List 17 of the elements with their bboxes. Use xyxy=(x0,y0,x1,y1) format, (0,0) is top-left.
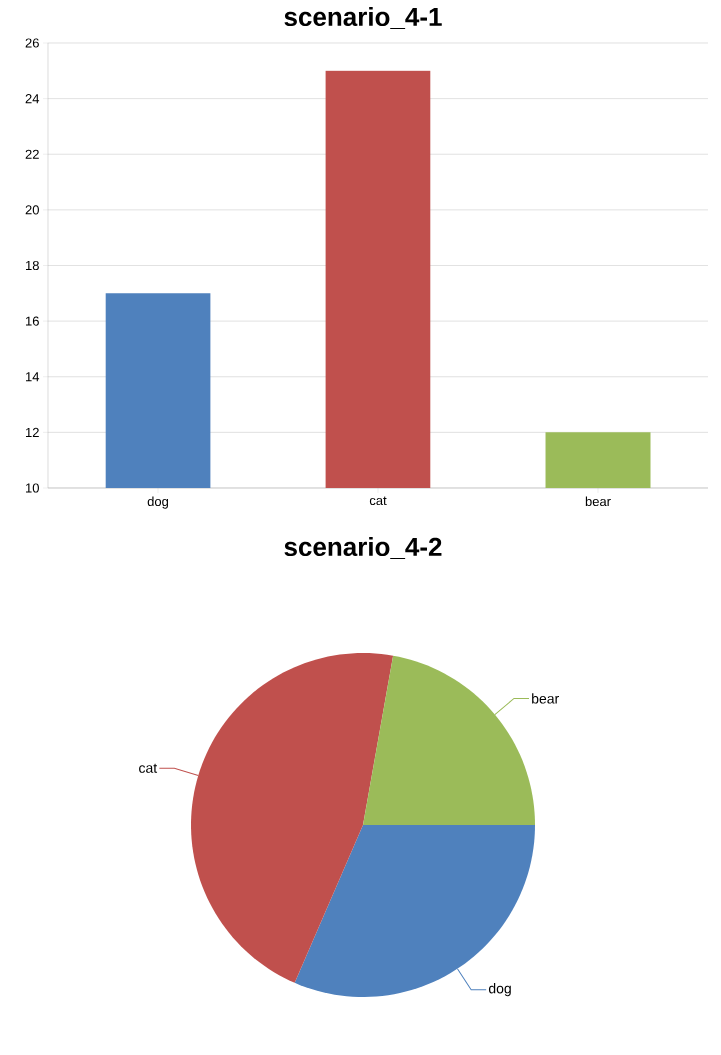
slice-label: bear xyxy=(532,693,559,704)
slice-label: dog xyxy=(488,983,511,997)
chart-title: scenario_4-1 xyxy=(284,6,442,29)
y-tick-label: 26 xyxy=(25,38,39,48)
y-tick-label: 10 xyxy=(25,483,39,493)
y-tick-label: 20 xyxy=(25,205,39,215)
y-tick-label: 22 xyxy=(25,149,39,159)
y-tick-label: 12 xyxy=(25,427,39,437)
y-tick-label: 14 xyxy=(25,372,40,382)
slice-label: cat xyxy=(139,763,158,773)
x-tick-label: cat xyxy=(369,496,387,506)
y-tick-label: 24 xyxy=(25,94,40,104)
x-tick-label: dog xyxy=(147,496,169,509)
y-tick-label: 16 xyxy=(25,316,39,326)
chart-title: scenario_4-2 xyxy=(284,536,442,559)
y-tick-label: 18 xyxy=(25,260,39,271)
x-tick-label: bear xyxy=(585,496,611,507)
